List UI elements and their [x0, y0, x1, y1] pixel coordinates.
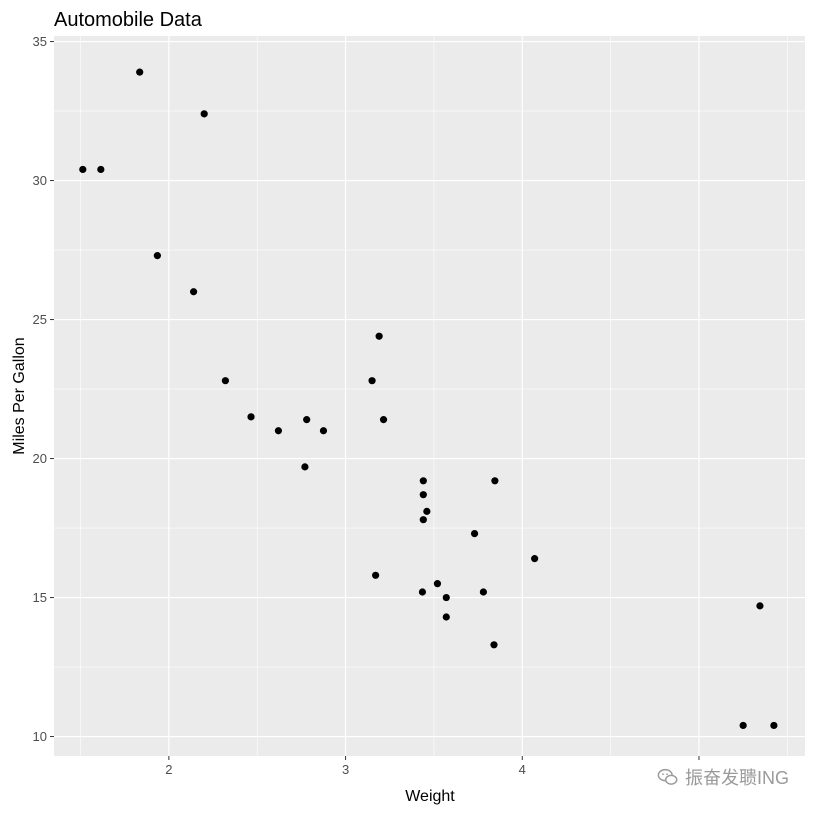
data-point — [153, 252, 161, 260]
data-point — [221, 377, 230, 385]
y-tick-label: 30 — [33, 173, 47, 188]
data-point — [433, 580, 442, 588]
x-axis-title: Weight — [405, 788, 455, 805]
data-point — [491, 477, 499, 485]
data-point — [739, 721, 747, 730]
watermark: 振奋发聩ING — [657, 764, 789, 790]
y-tick-label: 20 — [33, 451, 47, 466]
x-axis-ticks: 2 3 4 — [165, 756, 700, 777]
data-point — [442, 613, 450, 621]
data-point — [379, 416, 388, 424]
wechat-icon — [657, 768, 678, 785]
x-tick-label: 3 — [342, 762, 349, 777]
data-point — [97, 165, 105, 174]
data-point — [442, 593, 450, 602]
data-point — [490, 641, 498, 649]
data-point — [189, 288, 198, 296]
y-axis-title: Miles Per Gallon — [11, 337, 28, 454]
y-tick-label: 25 — [33, 312, 47, 327]
data-point — [470, 530, 479, 538]
data-point — [368, 377, 376, 385]
data-point — [531, 555, 539, 563]
data-point — [375, 332, 383, 340]
data-point — [319, 427, 328, 435]
grid-major — [54, 36, 805, 756]
data-point — [274, 427, 283, 435]
y-axis-ticks: 10 15 20 25 30 35 — [33, 34, 54, 744]
data-point — [419, 477, 427, 485]
plot-panel — [54, 36, 805, 756]
data-point — [301, 463, 309, 471]
data-point — [479, 588, 487, 596]
data-point — [418, 588, 427, 596]
y-tick-label: 15 — [33, 590, 47, 605]
data-point — [419, 491, 427, 499]
chart-title: Automobile Data — [54, 9, 203, 31]
data-points — [79, 68, 778, 730]
data-point — [247, 413, 255, 421]
data-point — [79, 165, 87, 174]
x-tick-label: 2 — [165, 762, 172, 777]
x-tick-label: 4 — [519, 762, 526, 777]
grid-minor — [54, 36, 805, 756]
data-point — [419, 516, 427, 524]
data-point — [372, 571, 380, 579]
y-tick-label: 10 — [33, 729, 47, 744]
data-point — [423, 507, 431, 515]
data-point — [136, 68, 144, 76]
data-point — [200, 110, 208, 118]
y-tick-label: 35 — [33, 34, 47, 49]
data-point — [770, 721, 778, 730]
watermark-text: 振奋发聩ING — [684, 768, 789, 788]
data-point — [756, 602, 764, 610]
data-point — [303, 416, 311, 424]
